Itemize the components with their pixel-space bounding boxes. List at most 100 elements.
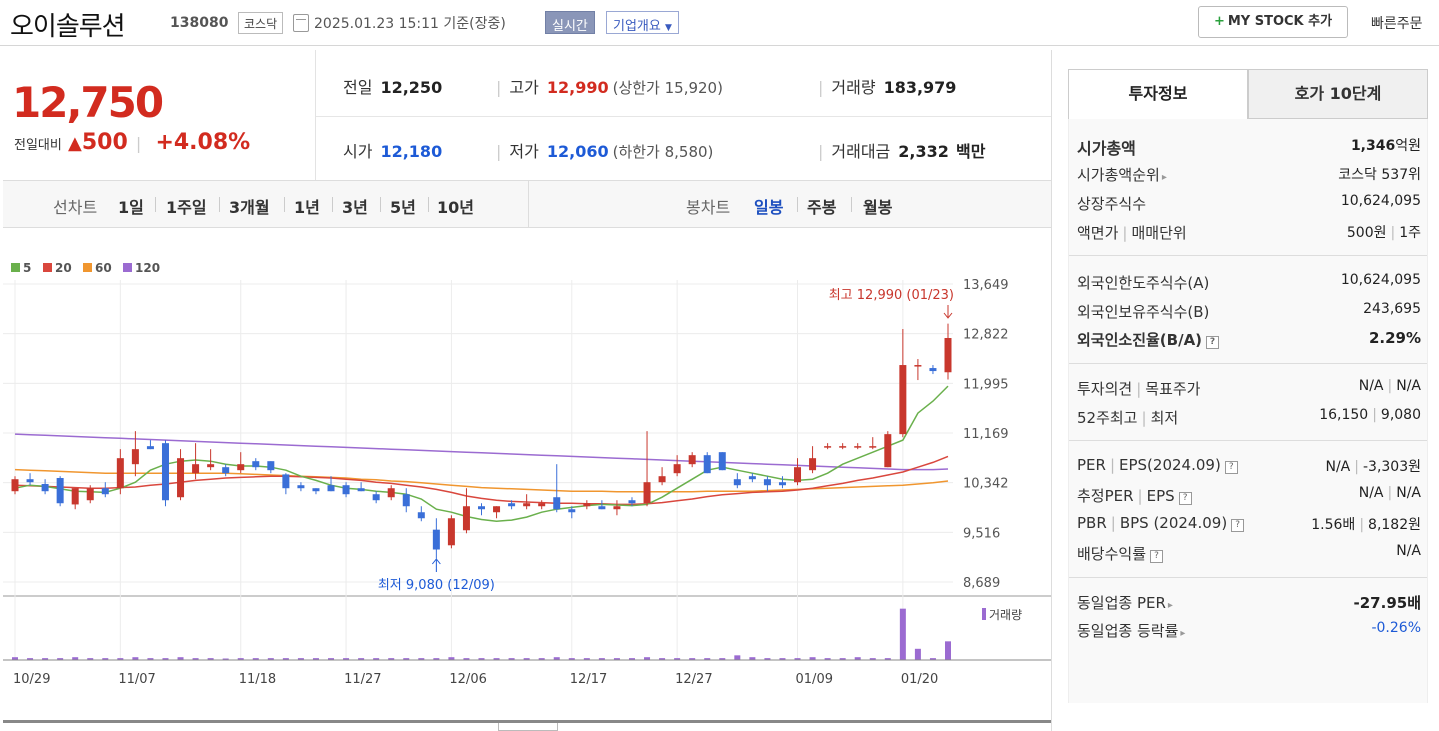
candle-body <box>26 479 34 483</box>
separator: | <box>1136 380 1142 398</box>
row-sector-per[interactable]: 동일업종 PER ▸ -27.95배 <box>1077 592 1421 618</box>
volume-bar <box>689 658 696 660</box>
period-3m[interactable]: 3개월 <box>229 198 270 217</box>
candle-body <box>809 458 817 471</box>
market-cap-rank-label: 시가총액순위 <box>1077 166 1160 184</box>
quick-order-link[interactable]: 빠른주문 <box>1371 16 1423 32</box>
row-label: 외국인보유주식수(B) <box>1077 303 1210 321</box>
stat-value: 12,250 <box>380 78 443 97</box>
candle-body <box>508 503 516 507</box>
help-icon[interactable]: ? <box>1206 336 1220 349</box>
volume-bar <box>659 658 666 660</box>
realtime-button[interactable]: 실시간 <box>545 11 595 34</box>
row-opinion-target: 투자의견 | 목표주가 N/A | N/A <box>1077 378 1421 404</box>
volume-bar <box>297 658 304 660</box>
row-value: N/A <box>1396 543 1421 559</box>
help-icon[interactable]: ? <box>1150 550 1164 563</box>
add-mystock-button[interactable]: + MY STOCK 추가 <box>1198 6 1348 38</box>
row-52week: 52주최고 | 최저 16,150 | 9,080 <box>1077 407 1421 433</box>
y-tick-label: 12,822 <box>963 328 1009 343</box>
period-3y[interactable]: 3년 <box>342 198 368 217</box>
est-per-value: N/A <box>1358 485 1384 501</box>
candle-body <box>447 518 455 546</box>
info-tabs: 투자정보 호가 10단계 <box>1068 69 1428 119</box>
candle-body <box>267 461 275 471</box>
y-tick-label: 11,995 <box>963 377 1009 392</box>
separator <box>155 197 156 212</box>
stat-value: 12,060 <box>546 142 609 161</box>
separator: | <box>1372 407 1377 423</box>
candle-body <box>372 494 380 501</box>
volume-bar <box>824 658 831 660</box>
candle-body <box>824 446 832 448</box>
legend-swatch <box>83 263 92 272</box>
candle-body <box>598 506 606 510</box>
stat-value: 12,180 <box>380 142 443 161</box>
volume-bar <box>403 658 410 660</box>
separator <box>284 197 285 212</box>
volume-bar <box>388 658 395 660</box>
volume-bar <box>794 658 801 660</box>
candle-body <box>763 479 771 486</box>
row-value: -0.26% <box>1371 620 1421 636</box>
y-tick-label: 10,342 <box>963 477 1009 492</box>
tab-order-book[interactable]: 호가 10단계 <box>1248 69 1428 119</box>
candle-body <box>628 500 636 504</box>
stock-code: 138080 <box>170 15 229 31</box>
volume-bar <box>809 657 816 660</box>
period-5y[interactable]: 5년 <box>390 198 416 217</box>
candle-body <box>643 482 651 504</box>
per-label: PER <box>1077 456 1106 474</box>
separator: | <box>818 78 824 97</box>
row-label: 투자의견 | 목표주가 <box>1077 378 1200 399</box>
separator: | <box>1387 378 1393 394</box>
tab-investment-info[interactable]: 투자정보 <box>1068 69 1248 119</box>
market-badge: 코스닥 <box>238 12 284 34</box>
help-icon[interactable]: ? <box>1231 519 1245 532</box>
volume-bar <box>899 608 906 660</box>
row-label: 배당수익률? <box>1077 543 1164 564</box>
help-icon[interactable]: ? <box>1224 461 1238 474</box>
candle-body <box>11 479 19 492</box>
legend-label: 120 <box>135 261 160 275</box>
resize-handle[interactable] <box>498 723 558 731</box>
candle-body <box>914 365 922 367</box>
chevron-right-icon: ▸ <box>1161 172 1167 183</box>
separator: | <box>496 78 502 97</box>
period-10y[interactable]: 10년 <box>437 198 474 217</box>
candle-weekly[interactable]: 주봉 <box>807 198 837 217</box>
candle-body <box>342 485 350 495</box>
par-value: 500원 <box>1346 225 1387 241</box>
candle-monthly[interactable]: 월봉 <box>863 198 893 217</box>
company-overview-dropdown[interactable]: 기업개요 ▼ <box>606 11 679 34</box>
volume-bar <box>252 658 259 660</box>
period-1w[interactable]: 1주일 <box>166 198 207 217</box>
ma5-line <box>14 385 949 523</box>
candle-body <box>884 434 892 468</box>
legend-label: 20 <box>55 261 72 275</box>
period-1d[interactable]: 1일 <box>118 198 144 217</box>
candle-daily[interactable]: 일봉 <box>754 198 784 217</box>
stat-label: 저가 <box>509 142 539 161</box>
company-overview-label: 기업개요 <box>613 19 661 34</box>
separator: | <box>1109 456 1116 474</box>
price-chart[interactable]: 13,649 12,822 11,995 11,169 10,342 9,516 8,689… <box>3 228 1051 720</box>
candle-body <box>86 488 94 501</box>
volume-bar <box>945 641 951 660</box>
row-pbr-bps: PBR | BPS (2024.09)? 1.56배 | 8,182원 <box>1077 514 1421 540</box>
help-icon[interactable]: ? <box>1178 492 1192 505</box>
low-annotation: 최저 9,080 (12/09) <box>378 578 495 593</box>
volume-legend-swatch <box>982 608 986 620</box>
x-tick-label: 12/17 <box>570 672 607 687</box>
row-sector-change[interactable]: 동일업종 등락률 ▸ -0.26% <box>1077 620 1421 646</box>
current-price-panel: 12,750 전일대비 ▲500 | +4.08% <box>0 50 316 180</box>
volume-bar <box>418 658 425 660</box>
separator: | <box>135 134 142 153</box>
volume-bar <box>884 658 891 660</box>
volume-bar <box>72 657 79 660</box>
period-1y[interactable]: 1년 <box>294 198 320 217</box>
row-market-cap-rank[interactable]: 시가총액순위 ▸ 코스닥 537위 <box>1077 164 1421 190</box>
separator <box>797 197 798 212</box>
candle-body <box>718 452 726 471</box>
row-value: 10,624,095 <box>1340 193 1421 209</box>
